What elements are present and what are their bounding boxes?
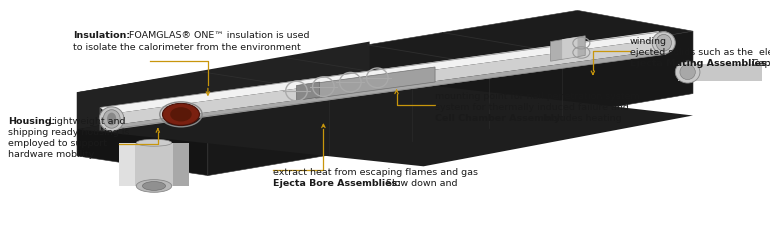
- Ellipse shape: [136, 139, 172, 146]
- Ellipse shape: [162, 103, 199, 125]
- Text: FOAMGLAS® ONE™ insulation is used: FOAMGLAS® ONE™ insulation is used: [126, 31, 310, 40]
- Ellipse shape: [99, 107, 124, 131]
- Ellipse shape: [675, 61, 700, 83]
- Text: employed to support: employed to support: [8, 139, 107, 148]
- Polygon shape: [77, 79, 693, 166]
- Polygon shape: [119, 143, 189, 186]
- Text: Ejecta Mating Assemblies:: Ejecta Mating Assemblies:: [630, 59, 770, 68]
- Text: Slow down and: Slow down and: [383, 179, 457, 188]
- Polygon shape: [678, 64, 762, 81]
- Text: Cell Chamber Assembly:: Cell Chamber Assembly:: [435, 114, 564, 123]
- Text: hardware mobility: hardware mobility: [8, 150, 94, 159]
- Ellipse shape: [170, 107, 192, 122]
- Polygon shape: [562, 37, 578, 59]
- Text: Housing:: Housing:: [8, 117, 55, 126]
- Ellipse shape: [107, 112, 116, 125]
- Ellipse shape: [680, 65, 695, 79]
- Polygon shape: [108, 50, 666, 131]
- Text: Insulation:: Insulation:: [73, 31, 130, 40]
- Text: shipping ready housing is: shipping ready housing is: [8, 128, 129, 137]
- Polygon shape: [108, 38, 666, 126]
- Text: to isolate the calorimeter from the environment: to isolate the calorimeter from the envi…: [73, 43, 301, 52]
- Ellipse shape: [652, 32, 675, 54]
- Text: system for thermally induced failure and: system for thermally induced failure and: [435, 103, 629, 112]
- Text: ejected solids such as the  electrode: ejected solids such as the electrode: [630, 48, 770, 57]
- Text: Includes heating: Includes heating: [540, 114, 621, 123]
- Text: Captures: Captures: [749, 59, 770, 68]
- Text: Ejecta Bore Assemblies:: Ejecta Bore Assemblies:: [273, 179, 401, 188]
- Polygon shape: [77, 42, 370, 129]
- Text: Lightweight and: Lightweight and: [46, 117, 126, 126]
- Ellipse shape: [136, 180, 172, 192]
- Polygon shape: [208, 31, 693, 176]
- Polygon shape: [173, 143, 189, 186]
- Polygon shape: [551, 36, 585, 61]
- Polygon shape: [316, 67, 435, 98]
- Ellipse shape: [103, 110, 120, 128]
- Text: mounting point for nail penetration system: mounting point for nail penetration syst…: [435, 92, 640, 101]
- Text: extract heat from escaping flames and gas: extract heat from escaping flames and ga…: [273, 168, 478, 177]
- Polygon shape: [119, 143, 135, 186]
- Polygon shape: [296, 82, 320, 100]
- Text: winding: winding: [630, 37, 667, 46]
- Ellipse shape: [142, 182, 166, 190]
- Polygon shape: [100, 31, 666, 114]
- Polygon shape: [77, 92, 208, 176]
- Ellipse shape: [656, 34, 671, 51]
- Polygon shape: [77, 10, 693, 112]
